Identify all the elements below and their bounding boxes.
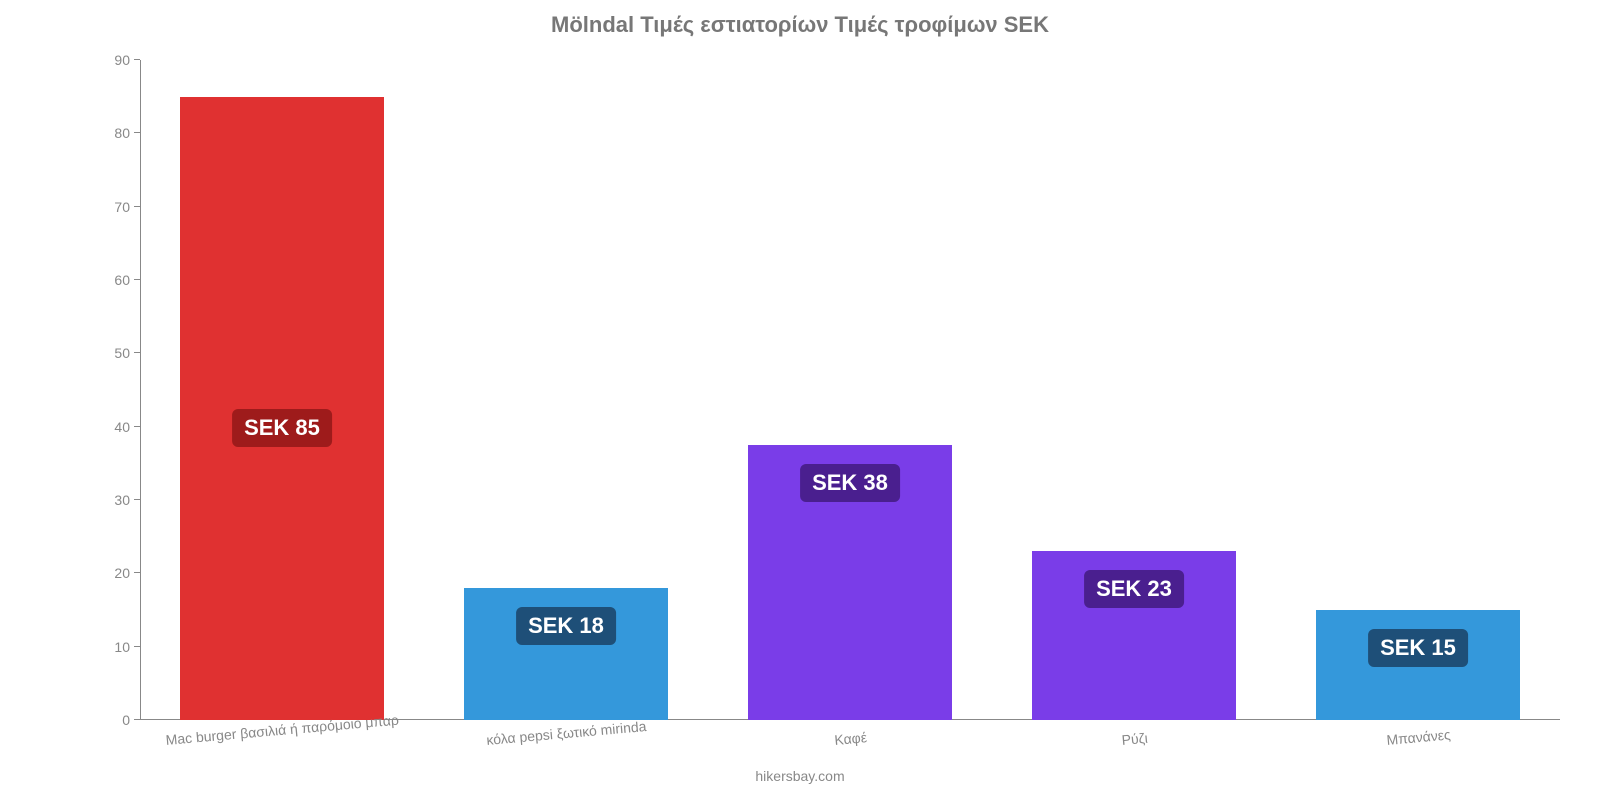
- y-tick-label: 50: [90, 345, 130, 361]
- y-tick-mark: [134, 132, 140, 133]
- bar-value-label: SEK 85: [232, 409, 332, 447]
- y-tick-label: 70: [90, 199, 130, 215]
- y-tick-mark: [134, 206, 140, 207]
- y-tick-label: 80: [90, 125, 130, 141]
- y-tick-label: 30: [90, 492, 130, 508]
- y-tick-label: 90: [90, 52, 130, 68]
- chart-title: Mölndal Τιμές εστιατορίων Τιμές τροφίμων…: [0, 12, 1600, 38]
- bar-value-label: SEK 38: [800, 464, 900, 502]
- bar-value-label: SEK 23: [1084, 570, 1184, 608]
- bar-value-label: SEK 15: [1368, 629, 1468, 667]
- y-tick-mark: [134, 279, 140, 280]
- y-tick-mark: [134, 572, 140, 573]
- y-tick-mark: [134, 59, 140, 60]
- bar-value-label: SEK 18: [516, 607, 616, 645]
- y-tick-mark: [134, 352, 140, 353]
- x-category-label: Ρύζι: [1121, 730, 1148, 748]
- x-category-label: κόλα pepsi ξωτικό mirinda: [486, 718, 647, 748]
- y-tick-label: 60: [90, 272, 130, 288]
- attribution-text: hikersbay.com: [0, 768, 1600, 784]
- y-tick-label: 40: [90, 419, 130, 435]
- x-category-label: Μπανάνες: [1386, 726, 1451, 748]
- y-axis-line: [140, 60, 141, 720]
- y-tick-mark: [134, 646, 140, 647]
- chart-container: Mölndal Τιμές εστιατορίων Τιμές τροφίμων…: [0, 0, 1600, 800]
- y-tick-label: 0: [90, 712, 130, 728]
- y-tick-label: 20: [90, 565, 130, 581]
- x-category-label: Καφέ: [834, 729, 868, 748]
- y-tick-label: 10: [90, 639, 130, 655]
- y-tick-mark: [134, 499, 140, 500]
- plot-area: 0102030405060708090Mac burger βασιλιά ή …: [140, 60, 1560, 720]
- y-tick-mark: [134, 426, 140, 427]
- y-tick-mark: [134, 719, 140, 720]
